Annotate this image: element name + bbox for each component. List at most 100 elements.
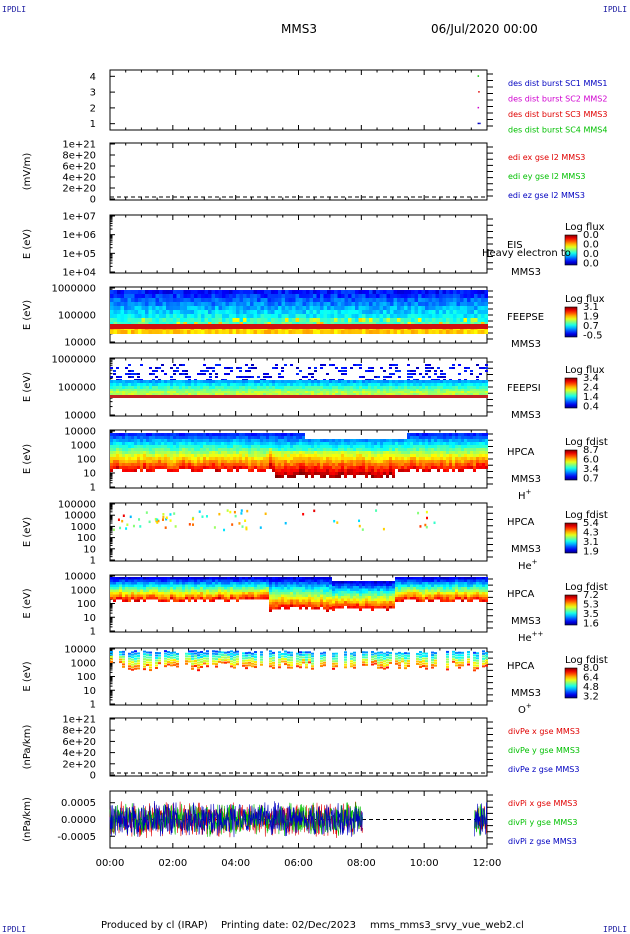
heatmap-cell xyxy=(218,318,222,322)
heatmap-cell xyxy=(377,451,380,454)
heatmap-cell xyxy=(110,442,113,445)
heatmap-cell xyxy=(246,324,250,329)
heatmap-cell xyxy=(446,433,449,436)
heatmap-cell xyxy=(461,393,464,395)
heatmap-cell xyxy=(446,454,449,457)
heatmap-cell xyxy=(439,306,443,310)
heatmap-cell xyxy=(428,294,432,298)
y-axis-label: (mV/m) xyxy=(22,153,33,191)
heatmap-cell xyxy=(287,457,290,460)
heatmap-cell xyxy=(185,370,188,372)
heatmap-cell xyxy=(309,318,313,322)
heatmap-cell xyxy=(422,380,425,383)
heatmap-cell xyxy=(314,457,317,460)
heatmap-cell xyxy=(386,318,390,322)
heatmap-cell xyxy=(212,448,215,451)
heatmap-cell xyxy=(215,454,218,457)
heatmap-cell xyxy=(113,393,116,395)
heatmap-cell xyxy=(474,306,478,310)
heatmap-cell xyxy=(253,310,257,314)
heatmap-cell xyxy=(164,393,167,395)
heatmap-cell xyxy=(449,395,452,398)
heatmap-cell xyxy=(233,439,236,442)
heatmap-cell xyxy=(311,463,314,466)
heatmap-cell xyxy=(188,442,191,445)
heatmap-cell xyxy=(226,509,229,512)
heatmap-cell xyxy=(392,475,395,478)
heatmap-cell xyxy=(218,386,221,389)
heatmap-cell xyxy=(122,460,125,463)
heatmap-cell xyxy=(236,448,239,451)
heatmap-cell xyxy=(464,442,467,445)
heatmap-cell xyxy=(166,302,170,306)
heatmap-cell xyxy=(248,376,251,378)
heatmap-cell xyxy=(443,454,446,457)
heatmap-cell xyxy=(152,445,155,448)
heatmap-cell xyxy=(169,318,173,322)
heatmap-cell xyxy=(125,373,128,375)
heatmap-cell xyxy=(161,393,164,395)
heatmap-cell xyxy=(278,454,281,457)
heatmap-cell xyxy=(110,439,113,442)
heatmap-cell xyxy=(257,294,261,298)
heatmap-cell xyxy=(452,466,455,469)
heatmap-cell xyxy=(344,298,348,302)
heatmap-cell xyxy=(446,448,449,451)
heatmap-cell xyxy=(113,594,116,597)
heatmap-cell xyxy=(330,318,334,322)
heatmap-cell xyxy=(428,457,431,460)
heatmap-cell xyxy=(323,439,326,442)
heatmap-cell xyxy=(386,383,389,386)
heatmap-cell xyxy=(137,589,140,592)
heatmap-cell xyxy=(344,469,347,472)
heatmap-cell xyxy=(395,460,398,463)
heatmap-cell xyxy=(260,454,263,457)
heatmap-cell xyxy=(281,389,284,392)
heatmap-cell xyxy=(203,457,206,460)
heatmap-cell xyxy=(296,451,299,454)
heatmap-cell xyxy=(482,445,485,448)
heatmap-cell xyxy=(134,439,137,442)
heatmap-cell xyxy=(323,454,326,457)
heatmap-cell xyxy=(148,318,152,322)
heatmap-cell xyxy=(131,457,134,460)
heatmap-cell xyxy=(248,463,251,466)
heatmap-cell xyxy=(389,457,392,460)
heatmap-cell xyxy=(149,466,152,469)
heatmap-cell xyxy=(380,389,383,392)
heatmap-cell xyxy=(164,380,167,383)
heatmap-cell xyxy=(393,324,397,329)
heatmap-cell xyxy=(316,310,320,314)
heatmap-cell xyxy=(185,386,188,389)
heatmap-cell xyxy=(209,380,212,383)
heatmap-cell xyxy=(362,393,365,395)
heatmap-cell xyxy=(146,386,149,389)
heatmap-cell xyxy=(467,433,470,436)
heatmap-cell xyxy=(120,294,124,298)
heatmap-cell xyxy=(137,386,140,389)
heatmap-cell xyxy=(434,389,437,392)
heatmap-cell xyxy=(203,393,206,395)
heatmap-cell xyxy=(197,324,201,329)
heatmap-cell xyxy=(274,324,278,329)
heatmap-cell xyxy=(431,380,434,383)
heatmap-cell xyxy=(313,318,317,322)
heatmap-cell xyxy=(119,579,122,582)
heatmap-cell xyxy=(453,330,457,334)
heatmap-cell xyxy=(341,373,344,375)
y-tick-label: 10000 xyxy=(64,511,96,522)
heatmap-cell xyxy=(169,314,173,318)
heatmap-cell xyxy=(411,314,415,318)
heatmap-cell xyxy=(446,389,449,392)
heatmap-cell xyxy=(272,460,275,463)
colorbar-tick-label: 4.3 xyxy=(583,528,599,539)
heatmap-cell xyxy=(389,376,392,378)
heatmap-cell xyxy=(275,448,278,451)
heatmap-cell xyxy=(119,389,122,392)
heatmap-cell xyxy=(308,445,311,448)
heatmap-cell xyxy=(460,302,464,306)
heatmap-cell xyxy=(350,393,353,395)
heatmap-cell xyxy=(218,463,221,466)
heatmap-cell xyxy=(323,445,326,448)
heatmap-cell xyxy=(404,445,407,448)
